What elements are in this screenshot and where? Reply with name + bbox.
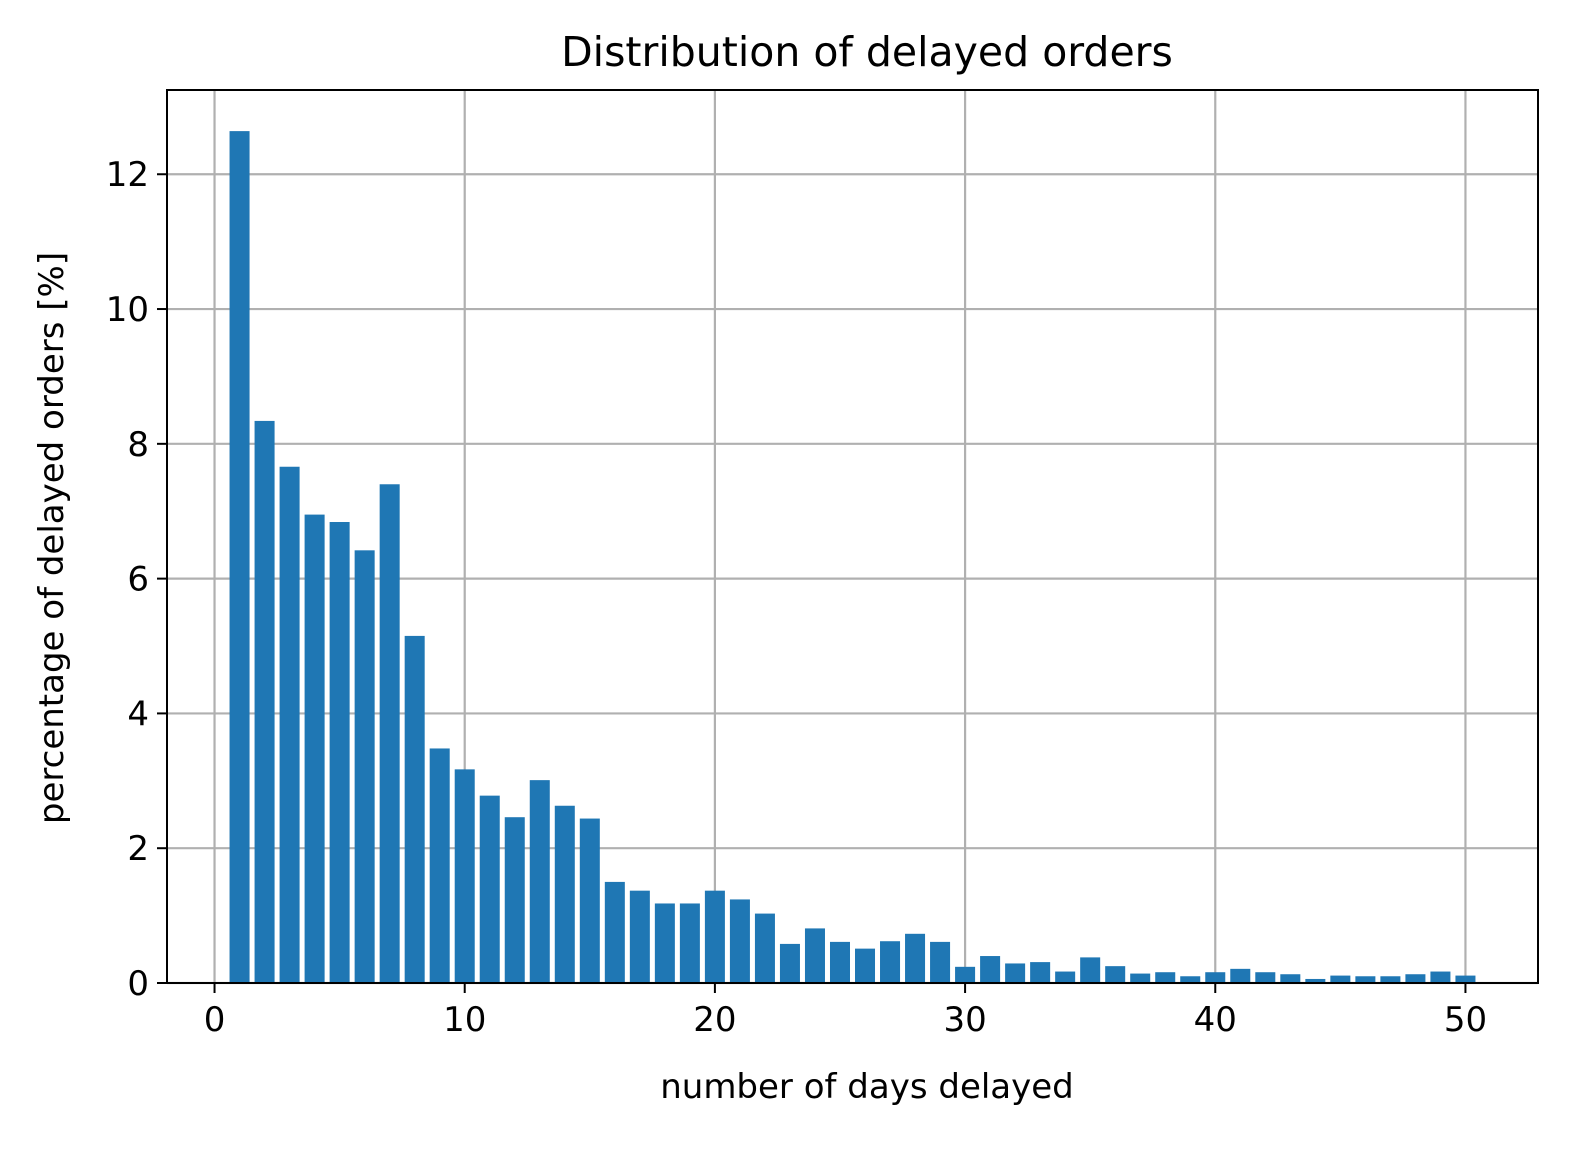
- x-tick-label: 50: [1444, 1000, 1487, 1040]
- bar: [604, 881, 625, 983]
- bar: [504, 817, 525, 983]
- bar: [829, 941, 850, 983]
- bars: [229, 131, 1476, 984]
- bar: [930, 941, 951, 983]
- bar: [454, 769, 475, 983]
- bar: [1205, 972, 1226, 983]
- bar: [1155, 972, 1176, 983]
- x-tick-label: 10: [443, 1000, 486, 1040]
- bar: [980, 956, 1001, 983]
- bar: [304, 514, 325, 983]
- bar: [1380, 976, 1401, 983]
- bar: [1105, 966, 1126, 983]
- bar: [1330, 975, 1351, 983]
- y-axis-ticks: 0 2 4 6 8 10 12: [106, 155, 167, 1004]
- bar: [1180, 976, 1201, 983]
- bar: [704, 890, 725, 983]
- bar: [379, 484, 400, 983]
- x-tick-label: 40: [1194, 1000, 1237, 1040]
- bar: [804, 928, 825, 983]
- y-tick-label: 12: [106, 155, 149, 195]
- bar: [1130, 973, 1151, 983]
- bar: [629, 890, 650, 983]
- bar: [1280, 974, 1301, 983]
- bar: [354, 550, 375, 983]
- bar: [429, 748, 450, 983]
- y-tick-label: 4: [127, 694, 149, 734]
- bar: [279, 466, 300, 984]
- bar: [679, 903, 700, 983]
- bar: [554, 805, 575, 983]
- x-tick-label: 0: [204, 1000, 226, 1040]
- y-tick-label: 10: [106, 290, 149, 330]
- bar: [905, 933, 926, 983]
- chart-title: Distribution of delayed orders: [561, 28, 1173, 76]
- bar: [1030, 962, 1051, 983]
- bar: [729, 899, 750, 983]
- bar: [1305, 978, 1326, 983]
- bar: [1080, 957, 1101, 983]
- bar: [229, 131, 250, 983]
- bar: [329, 522, 350, 983]
- bar: [955, 966, 976, 983]
- x-axis-label: number of days delayed: [660, 1067, 1074, 1107]
- bar: [654, 903, 675, 983]
- bar: [1405, 974, 1426, 983]
- y-tick-label: 6: [127, 560, 149, 600]
- bar: [779, 943, 800, 983]
- axes-frame: [166, 89, 1539, 984]
- bar: [1005, 963, 1026, 983]
- bar: [1430, 971, 1451, 983]
- x-tick-label: 20: [693, 1000, 736, 1040]
- y-axis-label: percentage of delayed orders [%]: [32, 252, 72, 824]
- bar: [880, 941, 901, 983]
- bar: [479, 795, 500, 983]
- bar: [1455, 975, 1476, 983]
- bar: [855, 948, 876, 983]
- bar: [1255, 972, 1276, 983]
- bar: [1230, 968, 1251, 983]
- bar: [529, 780, 550, 983]
- bar: [254, 420, 275, 983]
- grid: [167, 90, 1538, 985]
- bar: [1055, 971, 1076, 983]
- y-tick-label: 8: [127, 425, 149, 465]
- bar: [404, 635, 425, 983]
- x-axis-ticks: 0 10 20 30 40 50: [204, 983, 1487, 1040]
- bar: [754, 913, 775, 983]
- bar: [1355, 976, 1376, 983]
- y-tick-label: 0: [127, 964, 149, 1004]
- y-tick-label: 2: [127, 829, 149, 869]
- bar: [579, 818, 600, 983]
- x-tick-label: 30: [943, 1000, 986, 1040]
